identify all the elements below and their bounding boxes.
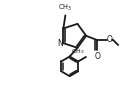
Text: CH$_3$: CH$_3$ [71, 47, 84, 56]
Text: O: O [95, 52, 100, 61]
Text: CH$_3$: CH$_3$ [58, 3, 72, 13]
Text: O: O [107, 36, 113, 45]
Text: N: N [57, 39, 63, 48]
